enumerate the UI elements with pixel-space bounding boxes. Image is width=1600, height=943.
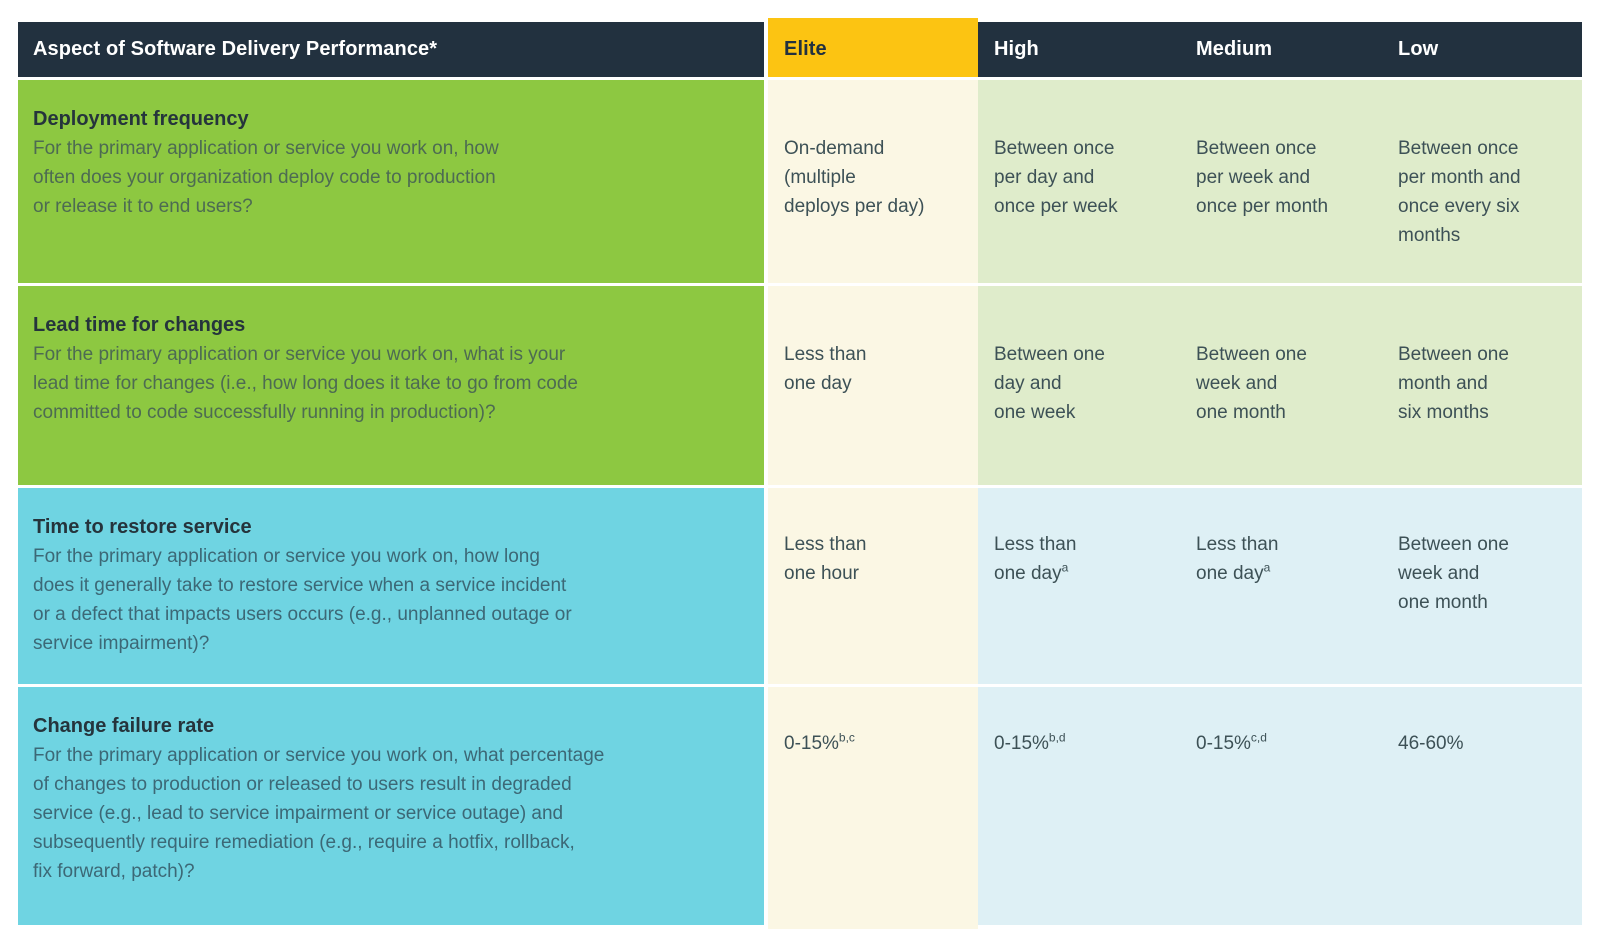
high-value-cell: Between once per day and once per week (978, 80, 1180, 283)
value-text: Between one month and six months (1398, 344, 1509, 423)
elite-value-cell: On-demand (multiple deploys per day) (768, 80, 978, 283)
metric-title: Lead time for changes (33, 314, 246, 336)
header-high-cell: High (978, 22, 1180, 77)
value-text: Between once per day and once per week (994, 138, 1118, 217)
metric-question: For the primary application or service y… (33, 546, 572, 654)
value-text: Between once per week and once per month (1196, 138, 1329, 217)
header-medium-label: Medium (1196, 38, 1273, 60)
elite-value-cell: Less than one hour (768, 488, 978, 684)
value-text: Less than one daya (1196, 534, 1279, 584)
high-value-cell: Between one day and one week (978, 286, 1180, 485)
table-row: Lead time for changes For the primary app… (18, 286, 1582, 485)
low-value-cell: 46-60% (1382, 687, 1582, 925)
value-text: Between one day and one week (994, 344, 1105, 423)
header-low-cell: Low (1382, 22, 1582, 77)
footnote-marker: a (1263, 560, 1271, 575)
high-value-cell: Less than one daya (978, 488, 1180, 684)
header-aspect-cell: Aspect of Software Delivery Performance* (18, 22, 768, 77)
header-aspect-label: Aspect of Software Delivery Performance* (33, 38, 438, 60)
table-row: Deployment frequency For the primary appl… (18, 80, 1582, 283)
metric-question: For the primary application or service y… (33, 344, 578, 423)
medium-value-cell: Less than one daya (1180, 488, 1382, 684)
header-medium-cell: Medium (1180, 22, 1382, 77)
metric-title: Time to restore service (33, 516, 252, 538)
header-high-label: High (994, 38, 1039, 60)
table-row: Time to restore service For the primary a… (18, 488, 1582, 684)
low-value-cell: Between once per month and once every si… (1382, 80, 1582, 283)
value-text: 46-60% (1398, 733, 1464, 754)
medium-value-cell: Between once per week and once per month (1180, 80, 1382, 283)
metric-title: Change failure rate (33, 715, 215, 737)
metric-title: Deployment frequency (33, 108, 249, 130)
value-text: Less than one daya (994, 534, 1077, 584)
low-value-cell: Between one week and one month (1382, 488, 1582, 684)
header-elite-label: Elite (784, 38, 827, 60)
medium-value-cell: Between one week and one month (1180, 286, 1382, 485)
value-text: 0-15%b,c (784, 730, 855, 754)
value-text: Less than one day (784, 344, 867, 394)
value-text: Between one week and one month (1196, 344, 1307, 423)
software-delivery-performance-table: Aspect of Software Delivery Performance*… (18, 18, 1582, 929)
footnote-marker: b,d (1048, 730, 1066, 745)
table-row: Change failure rate For the primary appli… (18, 687, 1582, 929)
value-text: 0-15%b,d (994, 730, 1066, 754)
metric-question-cell: Change failure rate For the primary appli… (18, 687, 768, 925)
elite-value-cell: Less than one day (768, 286, 978, 485)
header-elite-cell: Elite (768, 18, 978, 77)
value-text: Less than one hour (784, 534, 867, 584)
metric-question: For the primary application or service y… (33, 138, 499, 217)
metric-question-cell: Lead time for changes For the primary app… (18, 286, 768, 485)
footnote-marker: a (1061, 560, 1069, 575)
footnote-marker: b,c (838, 730, 855, 745)
high-value-cell: 0-15%b,d (978, 687, 1180, 925)
elite-value-cell: 0-15%b,c (768, 687, 978, 929)
footnote-marker: c,d (1250, 730, 1267, 745)
table-header-row: Aspect of Software Delivery Performance*… (18, 18, 1582, 77)
value-text: Between once per month and once every si… (1398, 138, 1521, 246)
header-low-label: Low (1398, 38, 1439, 60)
low-value-cell: Between one month and six months (1382, 286, 1582, 485)
value-text: 0-15%c,d (1196, 730, 1267, 754)
metric-question-cell: Deployment frequency For the primary appl… (18, 80, 768, 283)
metric-question: For the primary application or service y… (33, 745, 605, 882)
medium-value-cell: 0-15%c,d (1180, 687, 1382, 925)
value-text: Between one week and one month (1398, 534, 1509, 613)
metric-question-cell: Time to restore service For the primary a… (18, 488, 768, 684)
value-text: On-demand (multiple deploys per day) (784, 138, 925, 217)
